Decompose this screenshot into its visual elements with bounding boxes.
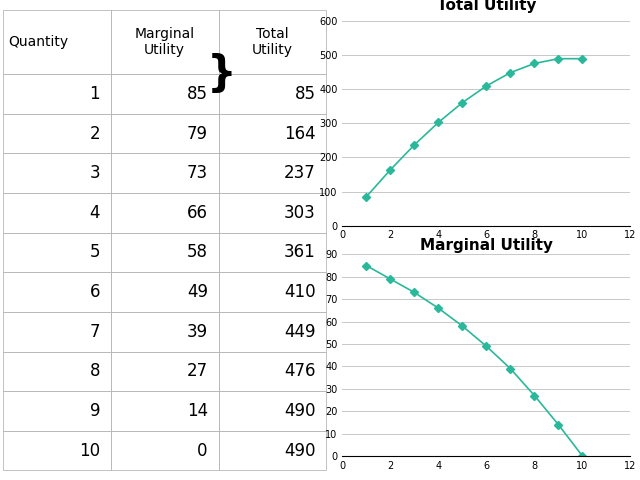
Text: }: } bbox=[207, 53, 236, 96]
Title: Marginal Utility: Marginal Utility bbox=[420, 238, 553, 253]
Title: Total Utility: Total Utility bbox=[436, 0, 536, 13]
